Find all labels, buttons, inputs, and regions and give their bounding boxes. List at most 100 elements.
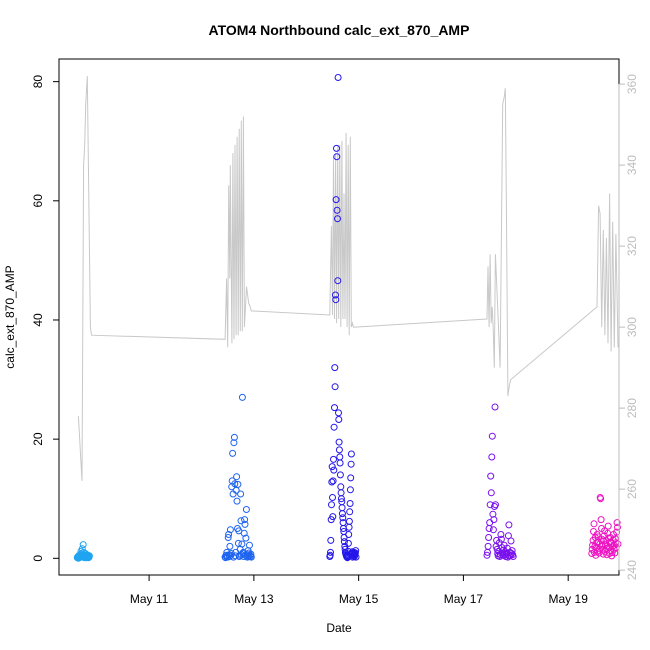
scatter-point	[336, 453, 344, 461]
scatter-point	[330, 466, 338, 474]
scatter-point	[352, 553, 360, 561]
scatter-point	[237, 517, 245, 525]
chart-title: ATOM4 Northbound calc_ext_870_AMP	[209, 22, 470, 38]
scatter-point	[330, 455, 337, 463]
y2-tick-label: 300	[625, 317, 639, 337]
scatter-point	[597, 495, 605, 503]
scatter-point	[599, 546, 607, 554]
scatter-point	[331, 364, 339, 372]
scatter-point	[229, 449, 237, 457]
scatter-point	[484, 542, 492, 550]
scatter-point	[338, 504, 346, 512]
scatter-point	[614, 540, 622, 548]
scatter-point	[491, 403, 499, 411]
scatter-point	[339, 514, 347, 522]
scatter-point	[489, 526, 497, 534]
scatter-point	[225, 531, 233, 538]
scatter-point	[224, 534, 232, 541]
scatter-point	[332, 296, 340, 304]
scatter-point	[598, 535, 606, 543]
scatter-point	[486, 519, 494, 527]
scatter-point	[335, 438, 343, 446]
scatter-point	[246, 541, 253, 549]
scatter-point	[505, 521, 513, 529]
scatter-point	[230, 439, 238, 447]
y2-tick-label: 260	[625, 479, 639, 499]
x-tick-label: May 13	[234, 592, 274, 606]
y2-tick-label: 320	[625, 236, 639, 256]
y-tick-label: 60	[31, 194, 45, 208]
scatter-point	[337, 483, 345, 491]
y-tick-label: 40	[31, 313, 45, 327]
scatter-point	[486, 501, 494, 509]
scatter-point	[334, 277, 342, 285]
scatter-point	[497, 531, 505, 538]
scatter-point	[604, 522, 612, 530]
scatter-point	[230, 433, 238, 441]
scatter-point	[487, 472, 495, 480]
scatter-point	[333, 144, 340, 152]
scatter-point	[226, 542, 234, 550]
scatter-point	[597, 516, 605, 524]
scatter-point	[614, 523, 621, 531]
scatter-point	[493, 545, 501, 553]
y-tick-label: 0	[31, 555, 45, 562]
scatter-point	[613, 528, 621, 536]
y-tick-label: 80	[31, 75, 45, 89]
scatter-point	[346, 508, 354, 516]
secondary-line-layer	[77, 75, 619, 482]
scatter-point	[490, 516, 498, 524]
scatter-point	[240, 529, 248, 537]
scatter-point	[328, 463, 336, 471]
scatter-point	[226, 526, 234, 534]
scatter-point	[346, 486, 354, 494]
scatter-point	[351, 549, 359, 557]
scatter-point	[347, 460, 355, 468]
y2-tick-label: 240	[625, 560, 639, 580]
secondary-series-line	[77, 75, 619, 482]
y2-tick-label: 360	[625, 74, 639, 94]
scatter-point	[234, 480, 242, 488]
scatter-point	[238, 540, 246, 548]
scatter-point	[340, 538, 348, 546]
scatter-point	[326, 551, 334, 559]
scatter-point	[337, 489, 345, 497]
x-tick-label: May 19	[549, 592, 589, 606]
scatter-point	[332, 291, 339, 299]
scatter-point	[488, 432, 496, 440]
x-tick-label: May 15	[339, 592, 379, 606]
scatter-point	[329, 477, 337, 485]
scatter-point	[347, 450, 355, 458]
scatter-point	[333, 206, 341, 214]
scatter-point	[346, 500, 354, 507]
scatter-point	[79, 541, 87, 549]
scatter-point	[352, 547, 360, 555]
scatter-point	[328, 478, 336, 486]
scatter-point	[613, 519, 621, 527]
scatter-point	[238, 393, 246, 401]
scatter-point	[335, 409, 342, 417]
scatter-point	[328, 501, 335, 509]
scatter-point	[327, 548, 334, 556]
scatter-point	[345, 523, 353, 531]
scatter-point	[327, 536, 335, 544]
scatter-point	[233, 497, 241, 505]
scatter-point	[487, 489, 495, 497]
scatter-point	[336, 471, 344, 479]
x-tick-label: May 17	[444, 592, 484, 606]
scatter-point	[590, 520, 598, 528]
scatter-point	[247, 553, 255, 561]
scatter-point	[485, 534, 493, 541]
scatter-point	[329, 494, 336, 501]
scatter-point	[242, 506, 250, 513]
scatter-point	[333, 153, 341, 161]
scatter-point	[345, 531, 353, 538]
x-axis-label: Date	[326, 621, 352, 635]
scatter-point	[492, 501, 499, 509]
scatter-point	[330, 423, 338, 431]
scatter-point	[237, 490, 245, 498]
scatter-point	[334, 74, 342, 81]
scatter-point	[231, 480, 239, 488]
scatter-point	[336, 459, 344, 467]
